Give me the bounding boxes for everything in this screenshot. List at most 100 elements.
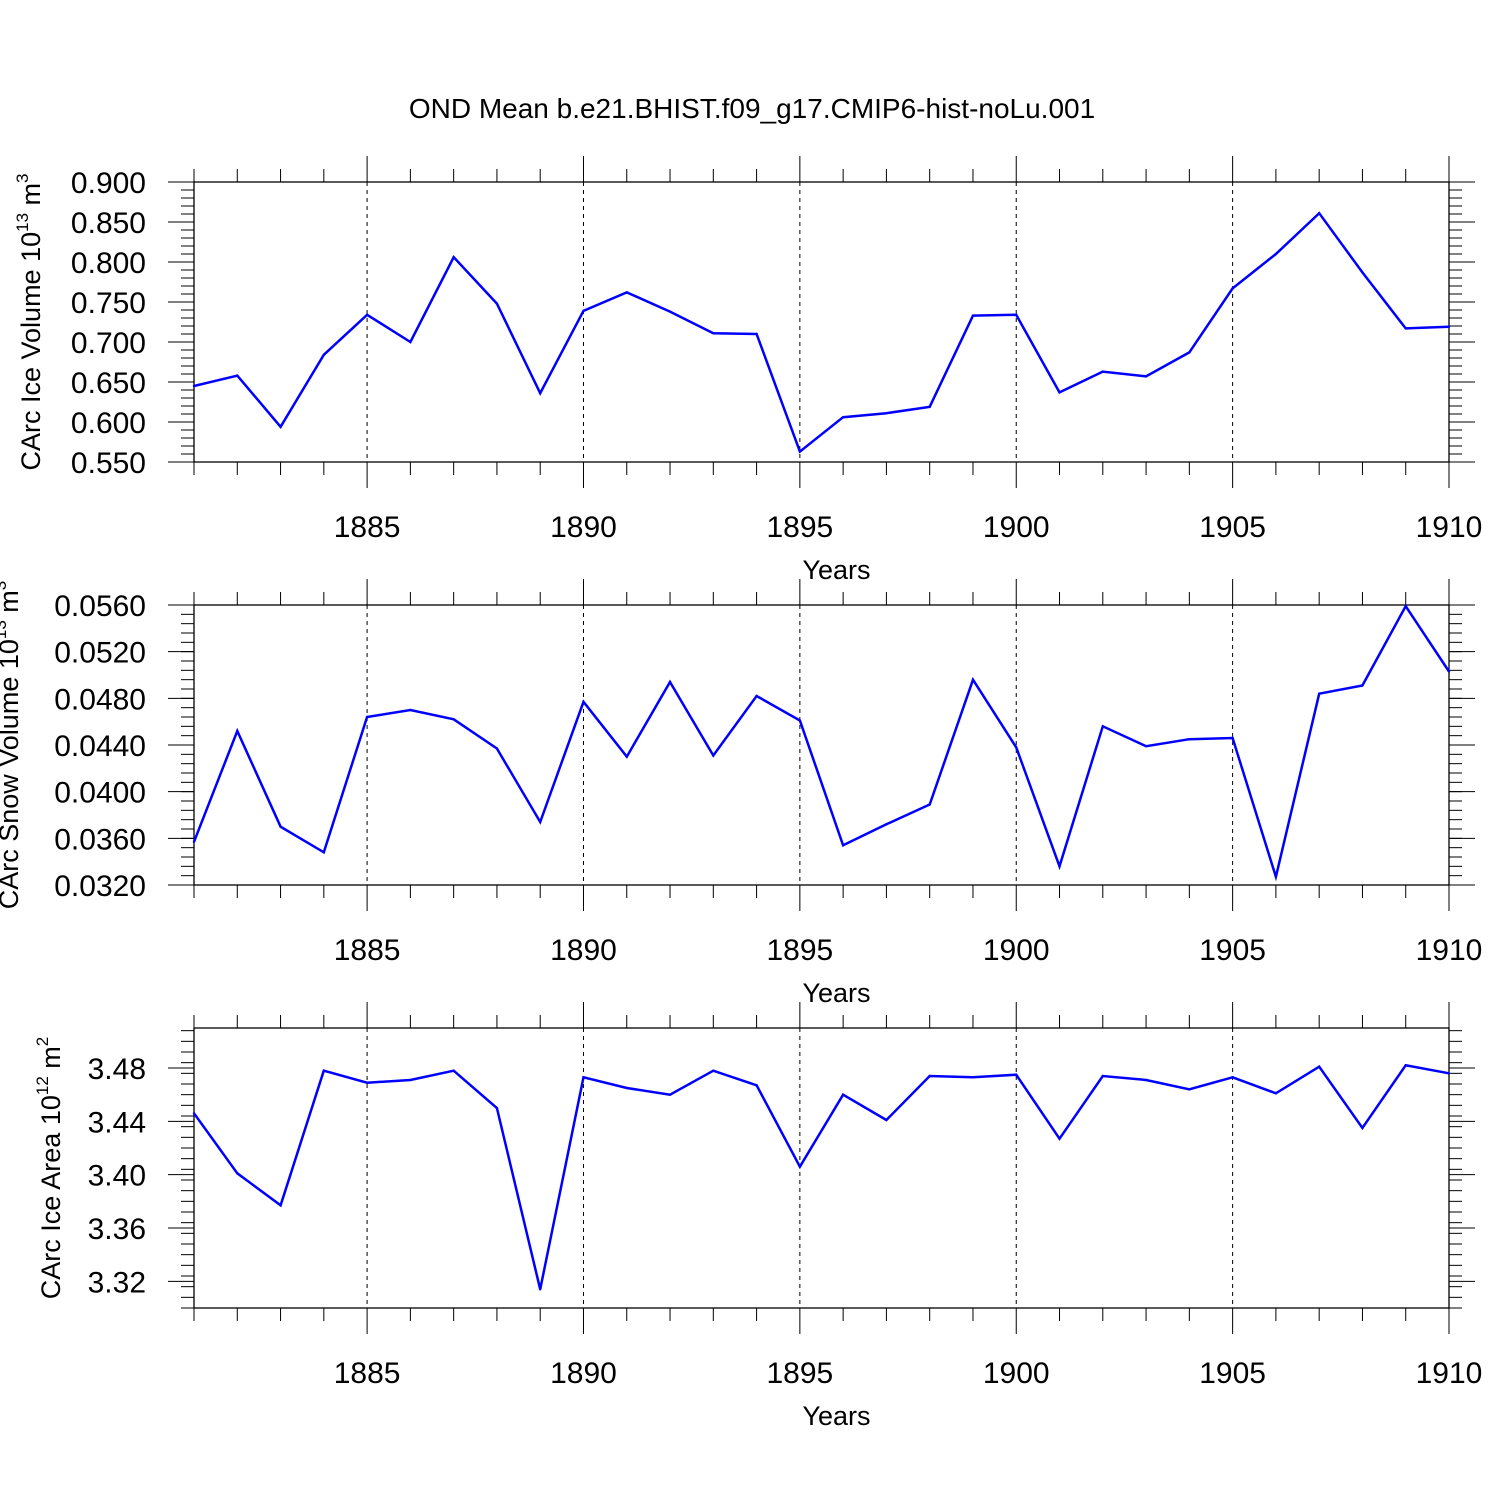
snow-volume-point-1895 <box>798 719 802 722</box>
snow-volume-xlabel: Years <box>802 978 870 1008</box>
ice-volume-frame <box>193 181 1450 463</box>
ice-area-point-1908 <box>1361 1126 1364 1130</box>
ice-area-point-1904 <box>1188 1088 1191 1091</box>
ice-area-ytick-label-4: 3.48 <box>88 1053 146 1086</box>
ice-volume-point-1887 <box>452 256 455 259</box>
snow-volume-point-1886 <box>409 708 412 712</box>
ice-area-point-1896 <box>841 1093 845 1096</box>
ice-area-xtick-label-1900: 1900 <box>983 1357 1050 1390</box>
ice-area-ylabel-unit: m <box>36 1046 66 1076</box>
ice-area-point-1901 <box>1058 1137 1061 1140</box>
snow-volume-point-1894 <box>755 694 758 698</box>
ice-volume-point-1893 <box>712 332 715 335</box>
ice-area-point-1890 <box>582 1076 585 1079</box>
ice-area-ylabel-unit-exp: 2 <box>33 1037 52 1046</box>
snow-volume-ytick-label-0: 0.0320 <box>54 870 146 903</box>
ice-area-point-1892 <box>668 1093 672 1096</box>
snow-volume-point-1899 <box>971 678 975 681</box>
ice-volume-point-1894 <box>755 332 758 336</box>
ice-volume-xtick-label-1895: 1895 <box>766 511 833 544</box>
ice-volume-ytick-label-7: 0.900 <box>71 167 146 200</box>
ice-volume-point-1910 <box>1447 325 1451 328</box>
ice-area-xtick-label-1885: 1885 <box>334 1357 401 1390</box>
ice-volume-ytick-label-4: 0.750 <box>71 287 146 320</box>
snow-volume-ytick-label-5: 0.0520 <box>54 637 146 670</box>
ice-area-point-1900 <box>1015 1073 1018 1076</box>
ice-volume-ytick-label-6: 0.850 <box>71 207 146 240</box>
snow-volume-point-1890 <box>582 700 585 704</box>
ice-volume-panel: 0.550 0.600 0.650 0.700 0.750 0.800 0.850 0.900… <box>13 156 1482 585</box>
snow-volume-point-1891 <box>625 755 628 758</box>
ice-volume-point-1892 <box>668 310 672 313</box>
ice-volume-xlabel: Years <box>802 555 870 585</box>
ice-area-point-1882 <box>236 1172 239 1175</box>
ice-volume-series-line <box>193 211 1450 454</box>
ice-volume-xtick-label-1905: 1905 <box>1199 511 1266 544</box>
ice-area-point-1903 <box>1144 1078 1148 1082</box>
ice-area-xtick-label-1890: 1890 <box>550 1357 617 1390</box>
snow-volume-ytick-label-3: 0.0440 <box>54 730 146 763</box>
snow-volume-ytick-label-1: 0.0360 <box>54 823 146 856</box>
ice-area-series-line <box>192 1063 1450 1290</box>
ice-volume-point-1902 <box>1101 370 1104 373</box>
snow-volume-point-1898 <box>928 803 931 806</box>
snow-volume-xtick-label-1905: 1905 <box>1199 934 1266 967</box>
ice-area-point-1907 <box>1317 1065 1321 1068</box>
ice-volume-point-1908 <box>1361 271 1364 274</box>
ice-area-ytick-label-2: 3.40 <box>88 1160 146 1193</box>
snow-volume-ytick-label-2: 0.0400 <box>54 777 146 810</box>
snow-volume-point-1907 <box>1317 692 1321 695</box>
ice-area-point-1909 <box>1404 1064 1407 1067</box>
snow-volume-point-1889 <box>539 820 542 824</box>
ice-volume-point-1897 <box>885 412 888 415</box>
ice-volume-point-1881 <box>192 384 196 388</box>
snow-volume-point-1887 <box>452 718 455 721</box>
ice-volume-point-1899 <box>971 314 975 317</box>
ice-volume-ytick-label-1: 0.600 <box>71 407 146 440</box>
snow-volume-ylabel: CArc Snow Volume 1013 m3 <box>0 581 24 910</box>
snow-volume-point-1906 <box>1274 875 1278 879</box>
snow-volume-panel: 0.0320 0.0360 0.0400 0.0440 0.0480 0.0520 0.05… <box>0 579 1482 1008</box>
ice-volume-point-1891 <box>625 291 628 294</box>
ice-volume-ytick-label-5: 0.800 <box>71 247 146 280</box>
snow-volume-point-1903 <box>1144 744 1148 748</box>
ice-area-point-1910 <box>1447 1072 1451 1075</box>
ice-area-point-1889 <box>539 1288 542 1291</box>
ice-area-point-1894 <box>755 1084 758 1087</box>
ice-volume-xtick-label-1900: 1900 <box>983 511 1050 544</box>
snow-volume-point-1902 <box>1101 725 1104 728</box>
ice-volume-ytick-label-3: 0.700 <box>71 327 146 360</box>
ice-volume-point-1903 <box>1144 375 1148 378</box>
snow-volume-point-1888 <box>495 747 499 750</box>
ice-area-point-1906 <box>1274 1092 1278 1095</box>
snow-volume-point-1910 <box>1447 670 1451 673</box>
snow-volume-point-1883 <box>279 825 282 828</box>
ice-area-point-1883 <box>279 1204 282 1207</box>
ice-area-point-1898 <box>928 1074 931 1078</box>
ice-area-xtick-label-1895: 1895 <box>766 1357 833 1390</box>
ice-area-ylabel: CArc Ice Area 1012 m2 <box>33 1037 66 1300</box>
ice-area-point-1905 <box>1231 1076 1234 1079</box>
ice-volume-point-1904 <box>1188 351 1191 354</box>
ice-volume-ylabel-unit: m <box>16 183 46 213</box>
ice-volume-ytick-label-2: 0.650 <box>71 367 146 400</box>
ice-volume-point-1890 <box>582 309 585 312</box>
ice-volume-point-1889 <box>539 392 542 395</box>
ice-volume-point-1896 <box>841 416 845 419</box>
ice-area-xtick-label-1905: 1905 <box>1199 1357 1266 1390</box>
ice-volume-point-1901 <box>1058 391 1061 394</box>
ice-area-point-1895 <box>798 1165 802 1168</box>
ice-volume-xtick-label-1885: 1885 <box>334 511 401 544</box>
snow-volume-ytick-label-4: 0.0480 <box>54 683 146 716</box>
ice-volume-ylabel-exp: 13 <box>13 213 32 232</box>
ice-volume-ylabel-unit-exp: 3 <box>13 173 32 182</box>
ice-area-point-1893 <box>712 1069 715 1072</box>
ice-area-frame <box>193 1027 1450 1309</box>
snow-volume-point-1893 <box>712 754 715 757</box>
ice-area-point-1886 <box>409 1078 412 1082</box>
ice-area-point-1897 <box>885 1118 888 1122</box>
ice-volume-point-1906 <box>1274 252 1278 256</box>
snow-volume-point-1884 <box>322 851 326 854</box>
snow-volume-ylabel-unit-exp: 3 <box>0 581 10 590</box>
